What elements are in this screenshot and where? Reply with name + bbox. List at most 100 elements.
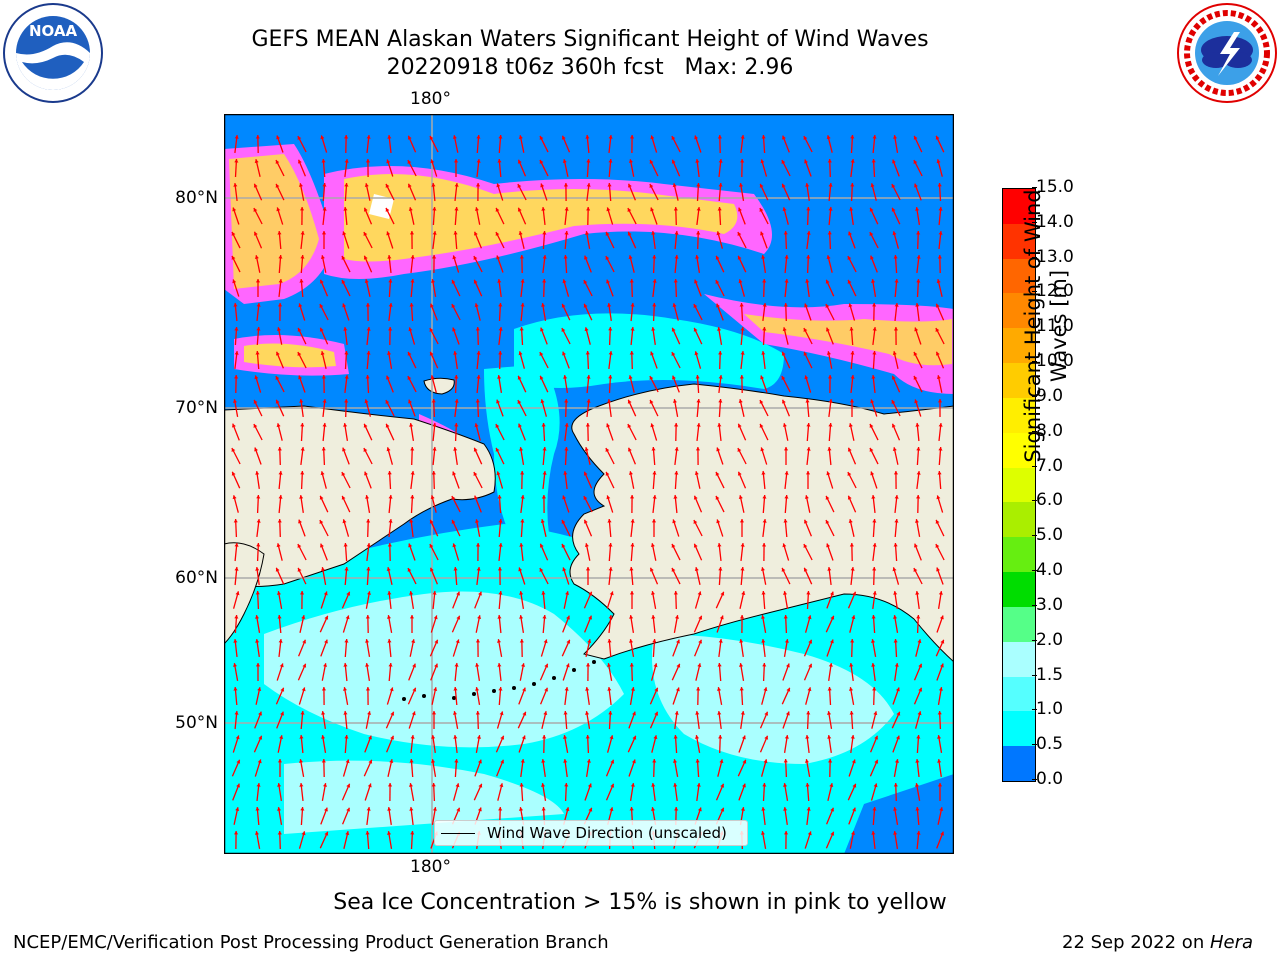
wind-wave-arrowhead [300,255,305,259]
wind-wave-arrowhead [496,255,501,260]
wind-wave-arrowhead [543,711,548,715]
wind-wave-arrowhead [454,663,459,667]
wind-wave-arrowhead [495,447,500,452]
legend-line-sample [441,832,475,834]
wind-wave-arrowhead [826,255,831,260]
wind-wave-arrowhead [519,543,524,547]
wind-wave-arrowhead [407,135,412,140]
wind-wave-arrowhead [297,327,302,332]
wind-wave-arrowhead [915,591,920,595]
wind-wave-arrowhead [738,495,743,499]
wind-wave-arrowhead [433,615,438,620]
map-legend: Wind Wave Direction (unscaled) [434,820,748,846]
wind-wave-arrowhead [740,543,745,547]
wind-wave-arrowhead [342,519,347,524]
colorbar-segment [1003,746,1035,781]
wind-wave-arrowhead [674,711,679,715]
wind-wave-arrowhead [827,447,832,451]
wind-wave-arrowhead [872,567,877,571]
wind-wave-arrowhead [280,711,284,716]
wind-wave-arrowhead [608,159,613,163]
wind-wave-arrowhead [256,543,261,547]
wind-wave-arrowhead [849,543,854,547]
wind-wave-arrowhead [231,255,236,260]
wind-wave-arrowhead [277,831,282,835]
wind-wave-arrowhead [742,783,746,788]
wind-wave-arrowhead [630,543,635,547]
colorbar-segment [1003,397,1035,433]
wind-wave-arrowhead [388,495,393,499]
wind-wave-arrowhead [407,568,412,572]
colorbar-tick-label: 3.0 [1031,594,1064,615]
wind-wave-arrowhead [652,639,657,643]
wind-wave-arrowhead [720,783,724,788]
wind-wave-arrowhead [850,159,855,163]
credit-right: 22 Sep 2022 on Hera [1062,932,1253,953]
colorbar-segment [1003,502,1035,538]
wind-wave-arrowhead [278,303,283,307]
wind-wave-arrowhead [453,711,457,715]
wind-wave-arrowhead [716,231,721,236]
wind-wave-arrowhead [916,495,921,499]
wind-wave-arrowhead [937,399,943,403]
wind-wave-arrowhead [718,183,723,187]
wind-wave-arrowhead [693,543,698,548]
wind-wave-arrowhead [541,807,546,811]
wind-wave-arrowhead [914,327,919,332]
wind-wave-arrowhead [430,303,434,308]
wind-wave-arrowhead [696,231,701,235]
wind-wave-arrowhead [563,711,568,715]
wind-wave-arrowhead [718,375,723,379]
wind-wave-arrowhead [651,591,655,595]
wind-wave-arrowhead [388,519,393,523]
pacific-high-wave-patch-3 [284,760,564,834]
wind-wave-arrowhead [233,519,238,523]
wind-wave-arrowhead [740,567,745,571]
wind-wave-arrowhead [896,711,901,716]
wind-wave-arrowhead [808,663,813,668]
wind-wave-arrowhead [698,639,702,644]
wind-wave-arrowhead [847,472,852,476]
wind-wave-arrowhead [278,639,283,643]
colorbar-tick-label: 13.0 [1032,246,1074,267]
wind-wave-arrowhead [869,207,874,212]
wind-wave-arrowhead [871,495,876,499]
wind-wave-arrowhead [650,423,655,428]
wind-wave-arrowhead [894,519,899,523]
wind-wave-arrowhead [255,639,260,643]
wind-wave-arrowhead [893,327,898,331]
wind-wave-arrowhead [915,519,919,523]
wind-wave-arrowhead [473,279,478,284]
wind-wave-arrowhead [741,735,746,740]
wind-wave-arrowhead [893,615,898,619]
wind-wave-arrowhead [344,183,349,187]
wind-wave-arrowhead [345,615,350,620]
wind-wave-arrowhead [609,807,614,812]
wind-wave-arrowhead [673,495,678,499]
wind-wave-arrowhead [542,735,547,739]
wind-wave-arrowhead [409,519,414,523]
wind-wave-arrowhead [915,759,920,763]
wind-wave-arrowhead [564,423,569,427]
wind-wave-arrowhead [520,303,525,307]
wind-wave-arrowhead [737,232,742,236]
wind-wave-arrowhead [916,255,921,259]
wind-wave-arrowhead [671,327,676,332]
wind-wave-arrowhead [672,303,677,308]
wind-wave-arrowhead [763,759,768,764]
wind-wave-arrowhead [652,303,657,307]
wind-wave-arrowhead [297,567,302,572]
wind-wave-arrowhead [454,423,459,427]
wind-wave-arrowhead [936,159,941,164]
wind-wave-arrowhead [913,568,918,572]
wind-wave-arrowhead [234,327,239,331]
wind-wave-arrowhead [411,711,416,716]
wind-wave-arrowhead [651,231,656,235]
wind-wave-arrowhead [893,591,898,595]
wind-wave-arrowhead [673,759,678,763]
wind-wave-arrowhead [848,519,853,523]
wind-wave-arrowhead [738,207,742,212]
wind-wave-arrowhead [739,375,744,379]
wind-wave-arrowhead [917,639,922,644]
wind-wave-arrowhead [916,615,921,619]
